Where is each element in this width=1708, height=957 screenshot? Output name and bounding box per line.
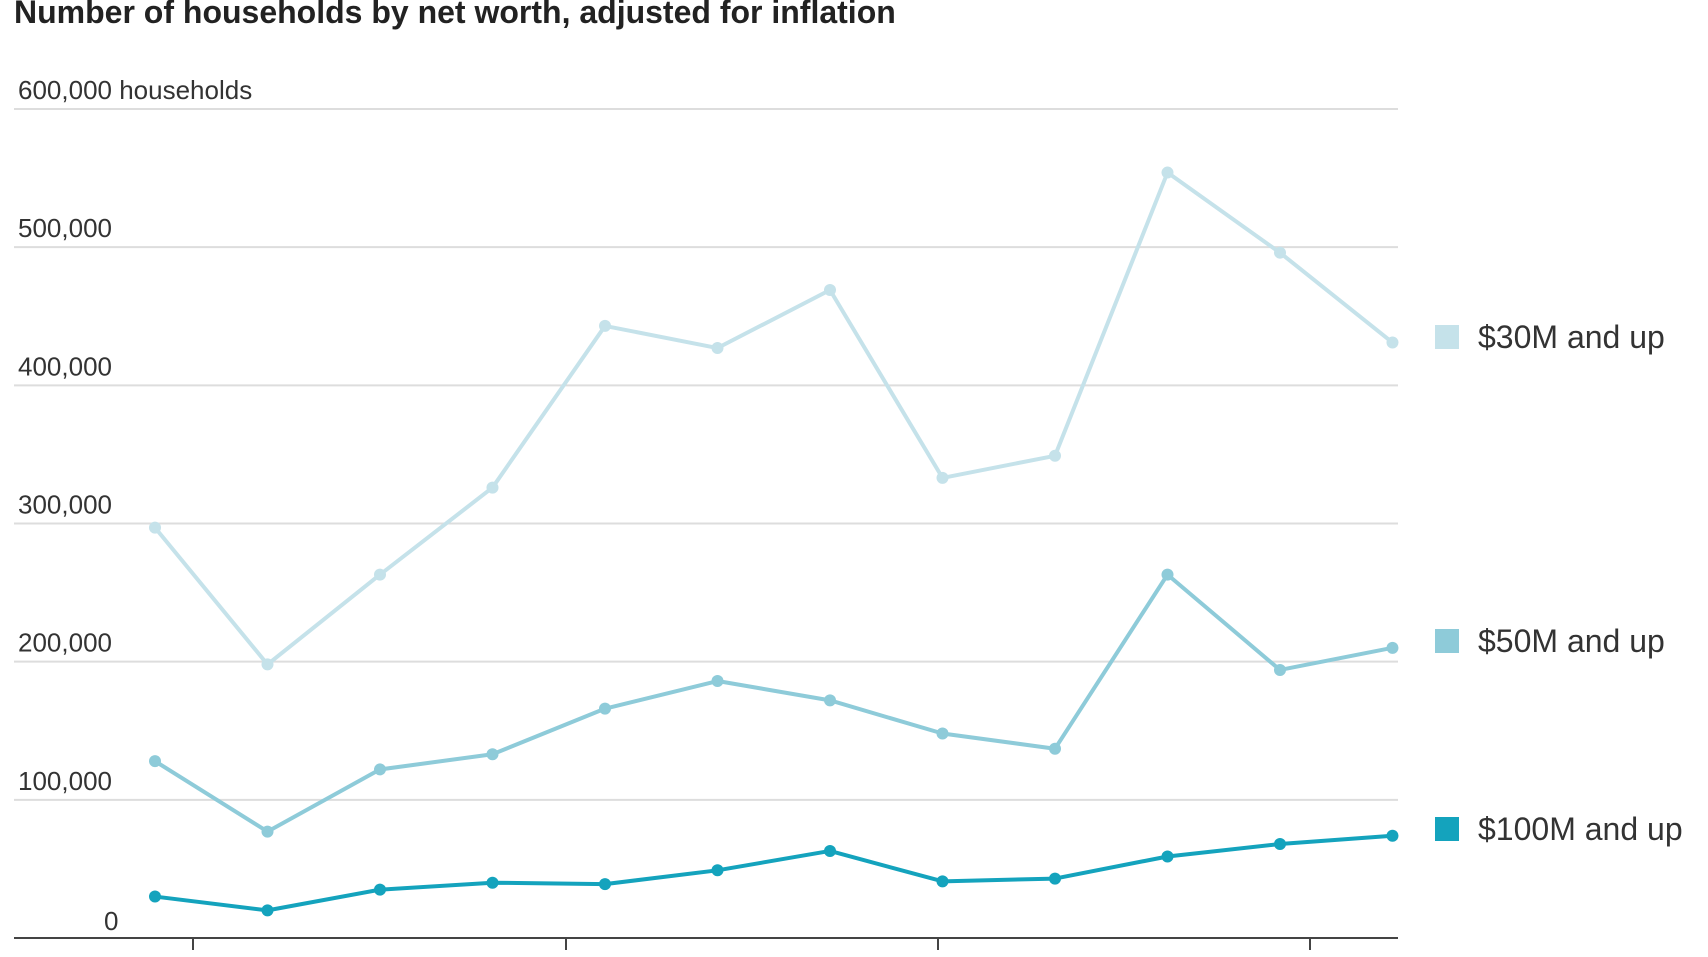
data-point	[1161, 568, 1174, 581]
data-point	[824, 694, 836, 707]
data-point	[599, 319, 611, 332]
data-point	[936, 471, 949, 484]
data-point	[936, 875, 949, 888]
data-point	[824, 283, 836, 296]
y-tick-label: 0	[104, 906, 118, 936]
chart-title: Number of households by net worth, adjus…	[14, 0, 896, 30]
data-point	[261, 658, 274, 671]
data-point	[1049, 449, 1061, 462]
data-point	[1161, 166, 1174, 179]
y-tick-label: 500,000	[18, 213, 112, 243]
data-point	[374, 568, 386, 581]
data-point	[149, 521, 161, 534]
y-tick-label: 600,000 households	[18, 75, 252, 105]
legend-label: $50M and up	[1478, 623, 1665, 659]
data-point	[599, 702, 611, 715]
data-point	[486, 481, 499, 494]
data-point	[1274, 838, 1286, 851]
y-tick-label: 300,000	[18, 490, 112, 520]
legend-label: $100M and up	[1478, 811, 1683, 847]
data-point	[599, 878, 611, 891]
data-point	[1049, 742, 1061, 755]
data-point	[936, 727, 949, 740]
data-point	[824, 844, 836, 857]
data-point	[261, 904, 274, 917]
legend-swatch	[1435, 325, 1459, 349]
data-point	[1386, 829, 1399, 842]
data-point	[374, 883, 386, 896]
y-tick-label: 100,000	[18, 766, 112, 796]
y-tick-label: 200,000	[18, 628, 112, 658]
data-point	[1386, 641, 1399, 654]
legend-swatch	[1435, 629, 1459, 653]
data-point	[149, 890, 161, 903]
series-line-2	[153, 833, 1395, 913]
series-line-1	[153, 572, 1395, 834]
data-point	[1274, 246, 1286, 259]
data-point	[711, 342, 724, 355]
data-point	[261, 825, 274, 838]
data-point	[149, 755, 161, 768]
y-tick-label: 400,000	[18, 351, 112, 381]
data-point	[486, 876, 499, 889]
data-point	[1274, 663, 1286, 676]
data-point	[374, 763, 386, 776]
data-point	[486, 748, 499, 761]
data-point	[1161, 850, 1174, 863]
data-point	[1386, 336, 1399, 349]
data-point	[1049, 872, 1061, 885]
series-line-0	[153, 170, 1395, 667]
data-point	[711, 675, 724, 688]
legend-swatch	[1435, 817, 1459, 841]
legend-label: $30M and up	[1478, 319, 1665, 355]
data-point	[711, 864, 724, 877]
